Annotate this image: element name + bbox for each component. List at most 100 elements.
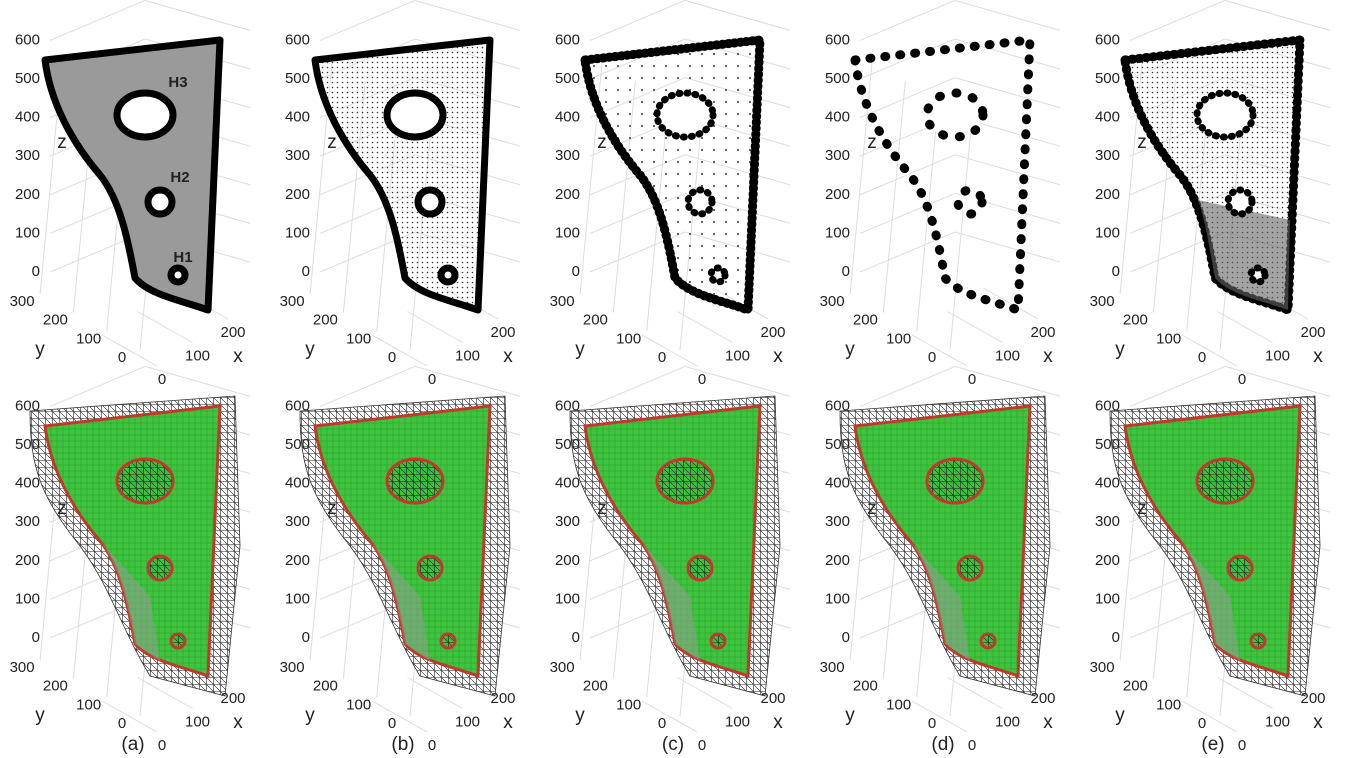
grid-line [912,701,967,732]
z-tick-label: 200 [825,552,850,569]
hole [1197,459,1253,503]
z-axis-label: z [57,132,67,153]
x-tick-label: 100 [455,347,480,364]
surface [315,406,490,676]
z-tick-label: 300 [15,513,40,530]
panel: 010020030040050060001002003000100200zyx [1090,366,1330,754]
hole [927,93,983,137]
grid-line [372,701,427,732]
panel-caption: (c) [662,734,684,755]
hole [927,459,983,503]
y-axis-label: y [35,339,45,360]
z-axis-label: z [867,132,877,153]
y-tick-label: 0 [118,349,126,366]
panel: 010020030040050060001002003000100200zyx [280,0,520,388]
y-axis-label: y [845,705,855,726]
z-tick-label: 600 [825,31,850,48]
grid-line [1182,335,1237,366]
x-axis-label: x [1043,712,1053,733]
grid-line [102,701,157,732]
hole [711,634,725,648]
grid-line [642,701,697,732]
y-axis-label: y [575,705,585,726]
y-tick-label: 100 [1156,330,1181,347]
y-tick-label: 200 [313,678,338,695]
x-axis-label: x [773,712,783,733]
y-tick-label: 200 [853,312,878,329]
z-tick-label: 400 [15,475,40,492]
y-tick-label: 100 [346,330,371,347]
z-tick-label: 0 [842,263,850,280]
z-tick-label: 200 [15,552,40,569]
y-tick-label: 0 [1198,715,1206,732]
hole [1197,93,1253,137]
x-axis-label: x [503,346,513,367]
y-tick-label: 200 [43,678,68,695]
grid-line [320,0,415,40]
z-tick-label: 300 [1095,147,1120,164]
z-tick-label: 500 [285,70,310,87]
grid-line [50,366,145,406]
z-tick-label: 0 [1112,263,1120,280]
grid-line [138,312,193,343]
z-tick-label: 100 [825,224,850,241]
grid-line [50,0,145,40]
hole [148,556,172,580]
z-tick-label: 600 [1095,31,1120,48]
y-tick-label: 100 [346,696,371,713]
y-tick-label: 300 [550,659,575,676]
y-axis-label: y [1115,705,1125,726]
y-tick-label: 200 [1123,312,1148,329]
z-tick-label: 500 [1095,70,1120,87]
x-tick-label: 200 [490,324,515,341]
hole [981,634,995,648]
z-tick-label: 200 [1095,552,1120,569]
y-axis-label: y [1115,339,1125,360]
surface [45,406,220,676]
grid-line [955,232,1060,262]
grid-line [1130,366,1225,406]
grid-line [145,0,250,30]
y-axis-label: y [845,339,855,360]
z-tick-label: 100 [285,590,310,607]
y-tick-label: 0 [118,715,126,732]
z-tick-label: 100 [15,590,40,607]
y-tick-label: 200 [853,678,878,695]
y-tick-label: 0 [388,715,396,732]
z-tick-label: 600 [285,31,310,48]
x-tick-label: 100 [185,713,210,730]
hole [387,459,443,503]
z-tick-label: 200 [285,186,310,203]
panel: 010020030040050060001002003000100200zyx [10,366,250,754]
z-tick-label: 100 [1095,224,1120,241]
grid-line [372,335,427,366]
hole-label: H1 [173,249,192,266]
x-tick-label: 100 [1265,347,1290,364]
z-tick-label: 300 [285,147,310,164]
z-tick-label: 200 [555,186,580,203]
z-tick-label: 300 [555,147,580,164]
grid-line [955,155,1060,185]
grid-line [415,0,520,30]
y-tick-label: 300 [1090,293,1115,310]
panel: 010020030040050060001002003000100200zyx [820,0,1060,388]
grid-line [912,335,967,366]
y-tick-label: 300 [10,293,35,310]
z-tick-label: 0 [1112,629,1120,646]
grid-line [883,81,905,313]
hole [1251,268,1265,282]
z-tick-label: 400 [555,109,580,126]
hole [657,93,713,137]
grid-line [320,366,415,406]
hole [418,190,442,214]
z-axis-label: z [597,132,607,153]
z-tick-label: 400 [1095,475,1120,492]
z-tick-label: 500 [555,70,580,87]
z-tick-label: 100 [555,590,580,607]
grid-line [955,0,1060,30]
grid-line [1225,0,1330,30]
x-tick-label: 0 [428,737,436,754]
y-tick-label: 300 [820,293,845,310]
